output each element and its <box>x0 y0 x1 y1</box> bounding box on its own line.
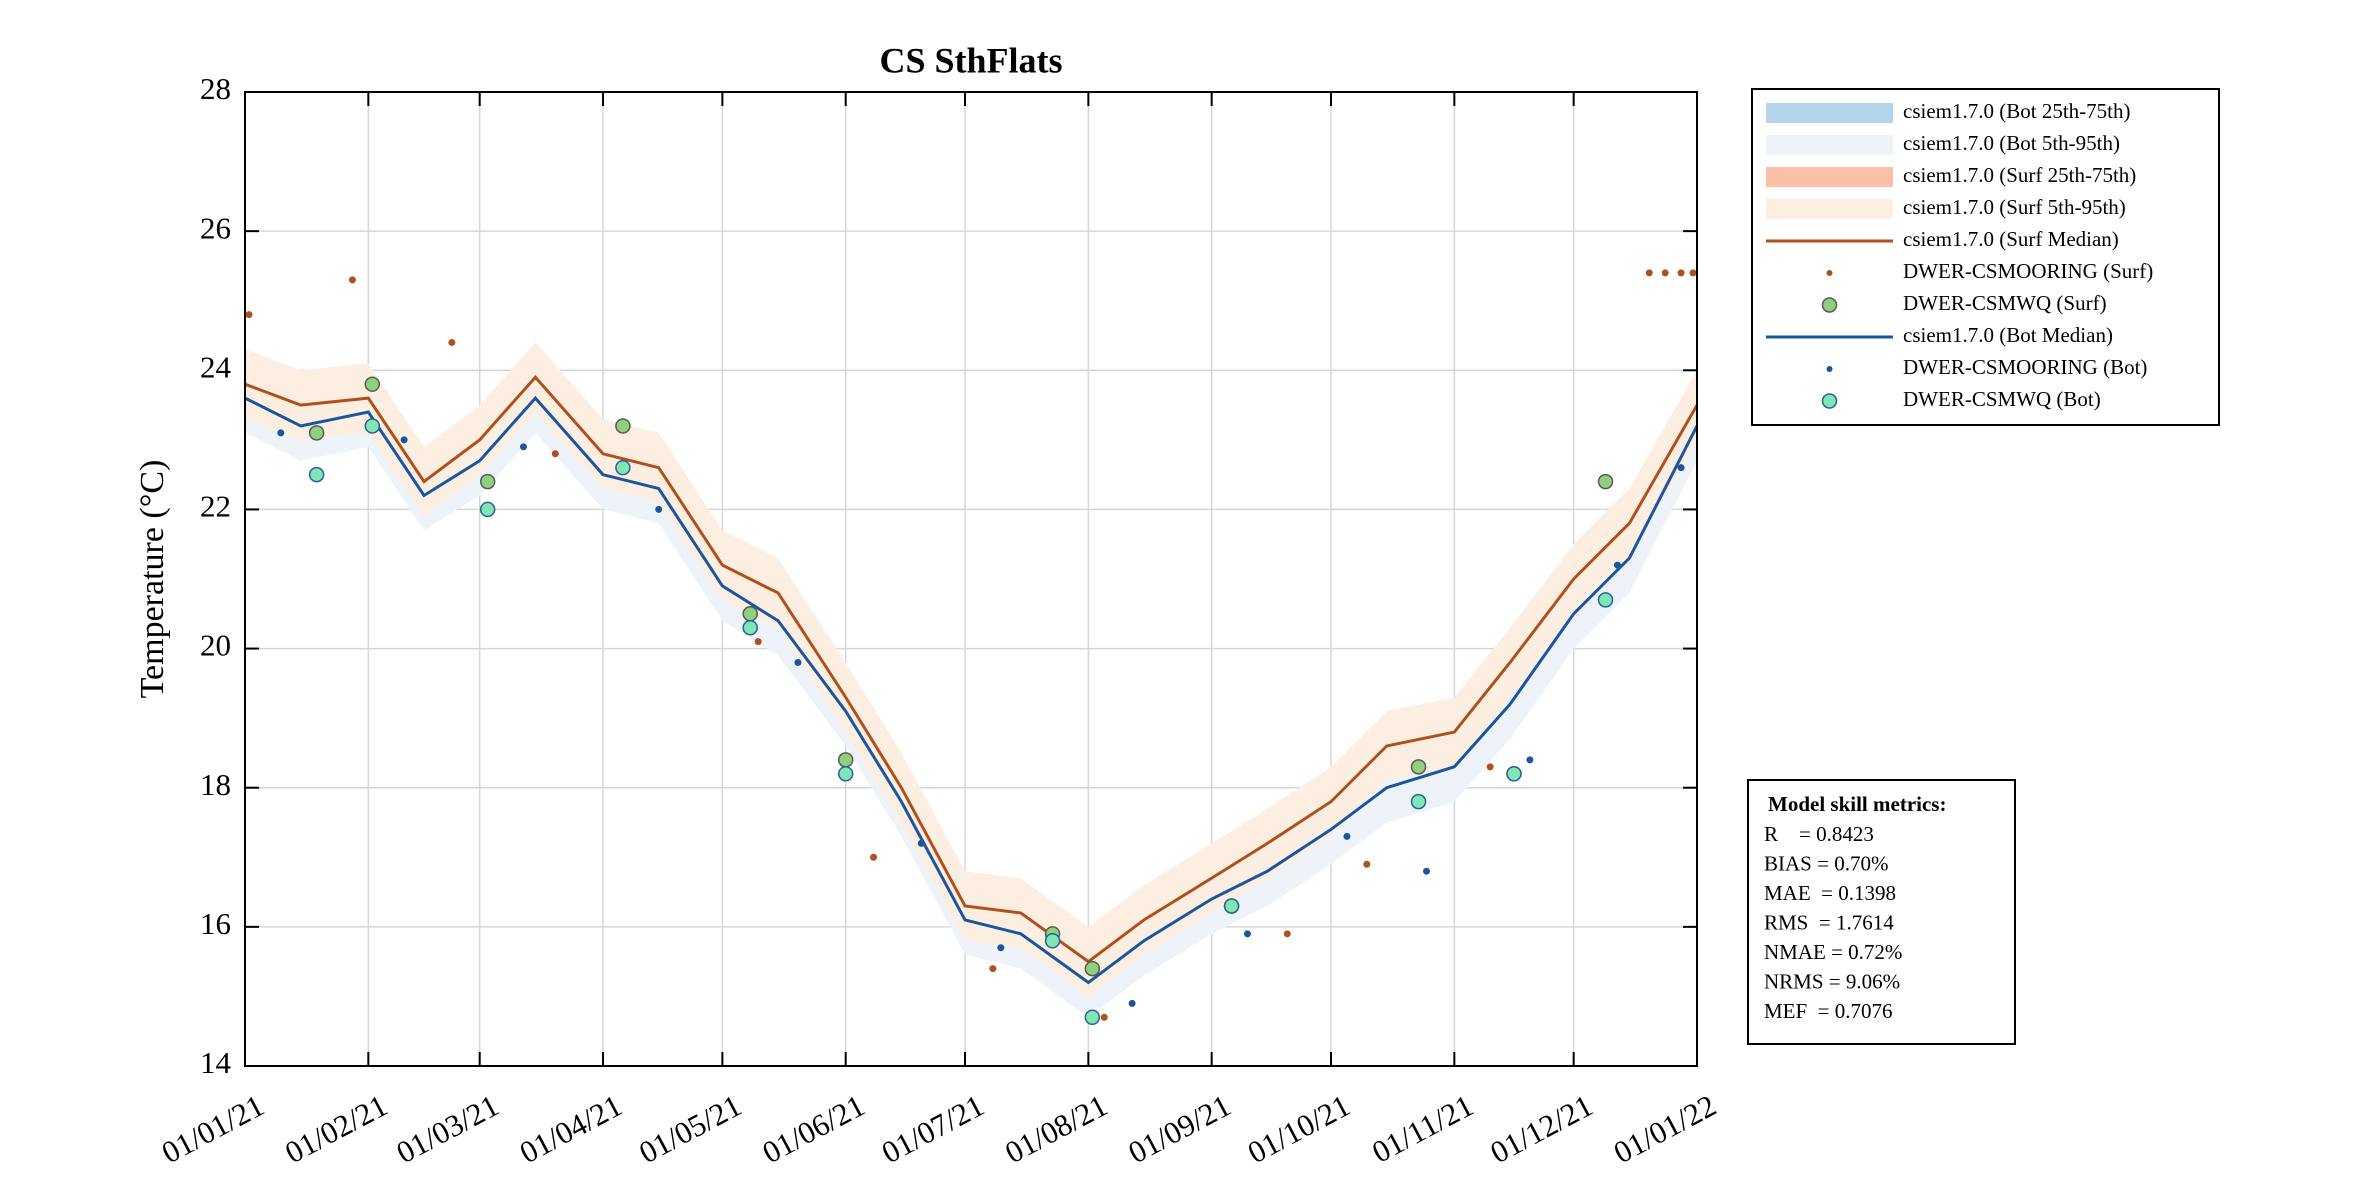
y-tick-label: 22 <box>200 489 231 524</box>
y-tick-label: 28 <box>200 71 231 106</box>
sample-point <box>837 766 854 782</box>
mooring-point <box>1128 999 1136 1007</box>
sample-point <box>1410 793 1427 810</box>
mooring-point <box>1422 867 1430 875</box>
sample-point <box>837 752 854 768</box>
mooring-point <box>348 276 356 284</box>
chart-title: CS SthFlats <box>879 40 1062 80</box>
sample-point <box>308 466 325 483</box>
metrics-line: NMAE = 0.72% <box>1764 940 1902 964</box>
mooring-point <box>1100 1013 1108 1021</box>
metrics-line: R = 0.8423 <box>1764 822 1874 846</box>
legend-label: csiem1.7.0 (Bot 25th-75th) <box>1903 99 2130 123</box>
median-line <box>244 395 1699 985</box>
y-axis-label: Temperature (°C) <box>134 460 171 699</box>
mooring-point <box>1363 860 1371 868</box>
sample-point <box>364 376 381 392</box>
legend-label: csiem1.7.0 (Bot 5th-95th) <box>1903 131 2120 155</box>
mooring-point <box>989 965 997 973</box>
legend-label: csiem1.7.0 (Surf 25th-75th) <box>1903 163 2136 187</box>
metrics-line: MAE = 0.1398 <box>1764 881 1896 905</box>
mooring-point <box>1343 832 1351 840</box>
mooring-point <box>1283 930 1291 938</box>
sample-point <box>364 418 381 434</box>
legend-label: csiem1.7.0 (Surf Median) <box>1903 227 2119 251</box>
mooring-point <box>1661 269 1669 277</box>
y-tick-label: 24 <box>200 349 232 384</box>
legend-swatch <box>1821 297 1838 313</box>
median-line <box>244 374 1699 964</box>
y-tick-label: 26 <box>200 210 231 245</box>
legend-label: DWER-CSMWQ (Bot) <box>1903 387 2101 411</box>
sample-point <box>615 418 631 434</box>
plot-frame <box>244 91 1698 1067</box>
mooring-point <box>245 311 253 319</box>
mooring-point <box>448 338 456 346</box>
sample-point <box>1410 759 1427 775</box>
y-tick-label: 14 <box>200 1045 232 1080</box>
sample-point <box>1044 933 1061 949</box>
mooring-point <box>519 443 527 451</box>
legend-label: csiem1.7.0 (Bot Median) <box>1903 323 2113 347</box>
legend-swatch <box>1766 135 1893 155</box>
metrics-line: BIAS = 0.70% <box>1764 851 1888 875</box>
mooring-point <box>997 944 1005 952</box>
legend-label: DWER-CSMWQ (Surf) <box>1903 291 2107 315</box>
legend-label: DWER-CSMOORING (Surf) <box>1903 259 2153 283</box>
legend-swatch <box>1766 167 1893 187</box>
sample-point <box>308 425 325 441</box>
legend-label: DWER-CSMOORING (Bot) <box>1903 355 2147 379</box>
mooring-point <box>794 658 802 666</box>
mooring-point <box>1526 756 1534 764</box>
band-area <box>245 342 1697 997</box>
sample-point <box>1084 1009 1101 1026</box>
y-tick-label: 18 <box>200 767 231 802</box>
mooring-point <box>1677 269 1685 277</box>
mooring-point <box>1243 930 1251 938</box>
sample-point <box>479 501 496 518</box>
sample-point <box>1597 473 1614 490</box>
sample-point <box>615 459 631 476</box>
legend-swatch <box>1766 103 1893 123</box>
mooring-point <box>1613 561 1621 569</box>
mooring-point <box>400 436 408 444</box>
sample-point <box>479 473 496 490</box>
mooring-point <box>870 853 878 861</box>
legend-swatch <box>1826 270 1833 276</box>
mooring-point <box>1689 269 1697 277</box>
metrics-line: MEF = 0.7076 <box>1764 999 1893 1023</box>
legend-swatch <box>1821 393 1838 409</box>
sample-point <box>1506 766 1522 782</box>
mooring-point <box>1486 763 1494 771</box>
metrics-title: Model skill metrics: <box>1768 792 1946 816</box>
y-tick-label: 16 <box>200 906 231 941</box>
sample-point <box>742 619 758 636</box>
mooring-point <box>1677 464 1685 472</box>
band-area <box>245 363 1697 1018</box>
sample-point <box>1223 898 1240 914</box>
mooring-point <box>917 839 925 847</box>
sample-point <box>1084 960 1101 977</box>
legend-swatch <box>1826 366 1833 372</box>
sample-point <box>742 606 758 622</box>
mooring-point <box>277 429 285 437</box>
mooring-point <box>1645 269 1653 277</box>
mooring-point <box>655 505 663 513</box>
legend-label: csiem1.7.0 (Surf 5th-95th) <box>1903 195 2126 219</box>
mooring-point <box>754 638 762 646</box>
legend-swatch <box>1766 199 1893 219</box>
y-tick-label: 20 <box>200 628 231 663</box>
metrics-box <box>1747 779 2016 1045</box>
mooring-point <box>551 450 559 458</box>
sample-point <box>1597 592 1614 608</box>
metrics-line: NRMS = 9.06% <box>1764 969 1900 993</box>
metrics-line: RMS = 1.7614 <box>1764 910 1894 934</box>
